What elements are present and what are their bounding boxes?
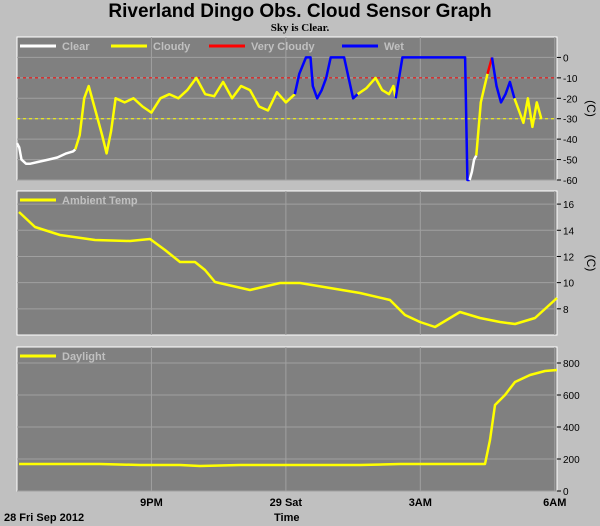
sky-series-wet [293,56,359,100]
ytick-label: -50 [563,156,578,167]
ytick-label: 8 [563,305,569,316]
sky-series-cloudy [475,73,489,156]
ytick-label: 0 [563,487,569,498]
sky-series-wet [394,56,470,182]
x-tick-label: 29 Sat [270,497,303,509]
x-tick-label: 9PM [140,497,163,509]
x-tick-label: 6AM [543,497,566,509]
page-title: Riverland Dingo Obs. Cloud Sensor Graph [108,1,492,22]
daylight-series [19,368,558,468]
legend-label: Very Cloudy [251,41,315,53]
ytick-label: -60 [563,176,578,187]
ytick-label: 600 [563,391,580,402]
ytick-label: 16 [563,200,575,211]
y-axis-label: (C) [584,255,598,272]
ytick-label: -10 [563,74,578,85]
ambient-temp-series [18,211,558,329]
legend-label: Cloudy [153,41,191,53]
legend-label: Ambient Temp [62,195,138,207]
sky-series-cloudy [74,76,296,155]
date-label: 28 Fri Sep 2012 [4,512,85,524]
x-tick-label: 3AM [409,497,432,509]
sky-series-clear [15,142,77,165]
legend-label: Daylight [62,351,106,363]
ytick-label: 0 [563,53,569,64]
legend-label: Clear [62,41,90,53]
legend-label: Wet [384,41,404,53]
time-axis-label: Time [274,512,300,524]
ytick-label: 400 [563,423,580,434]
ytick-label: -30 [563,115,578,126]
ytick-label: 12 [563,252,575,263]
sky-series-cloudy [513,97,543,129]
ytick-label: -40 [563,135,578,146]
sky-status: Sky is Clear. [270,22,330,34]
sky-series-wet [490,57,516,104]
panel-daylight [16,346,558,492]
ytick-label: 200 [563,455,580,466]
sky-series-clear [468,154,478,181]
ytick-label: -20 [563,94,578,105]
ytick-label: 14 [563,226,575,237]
panel-ambient-temperature [16,190,558,336]
ytick-label: 10 [563,279,575,290]
y-axis-label: (C) [584,100,598,117]
sky-series-cloudy [356,76,397,99]
ytick-label: 800 [563,359,580,370]
